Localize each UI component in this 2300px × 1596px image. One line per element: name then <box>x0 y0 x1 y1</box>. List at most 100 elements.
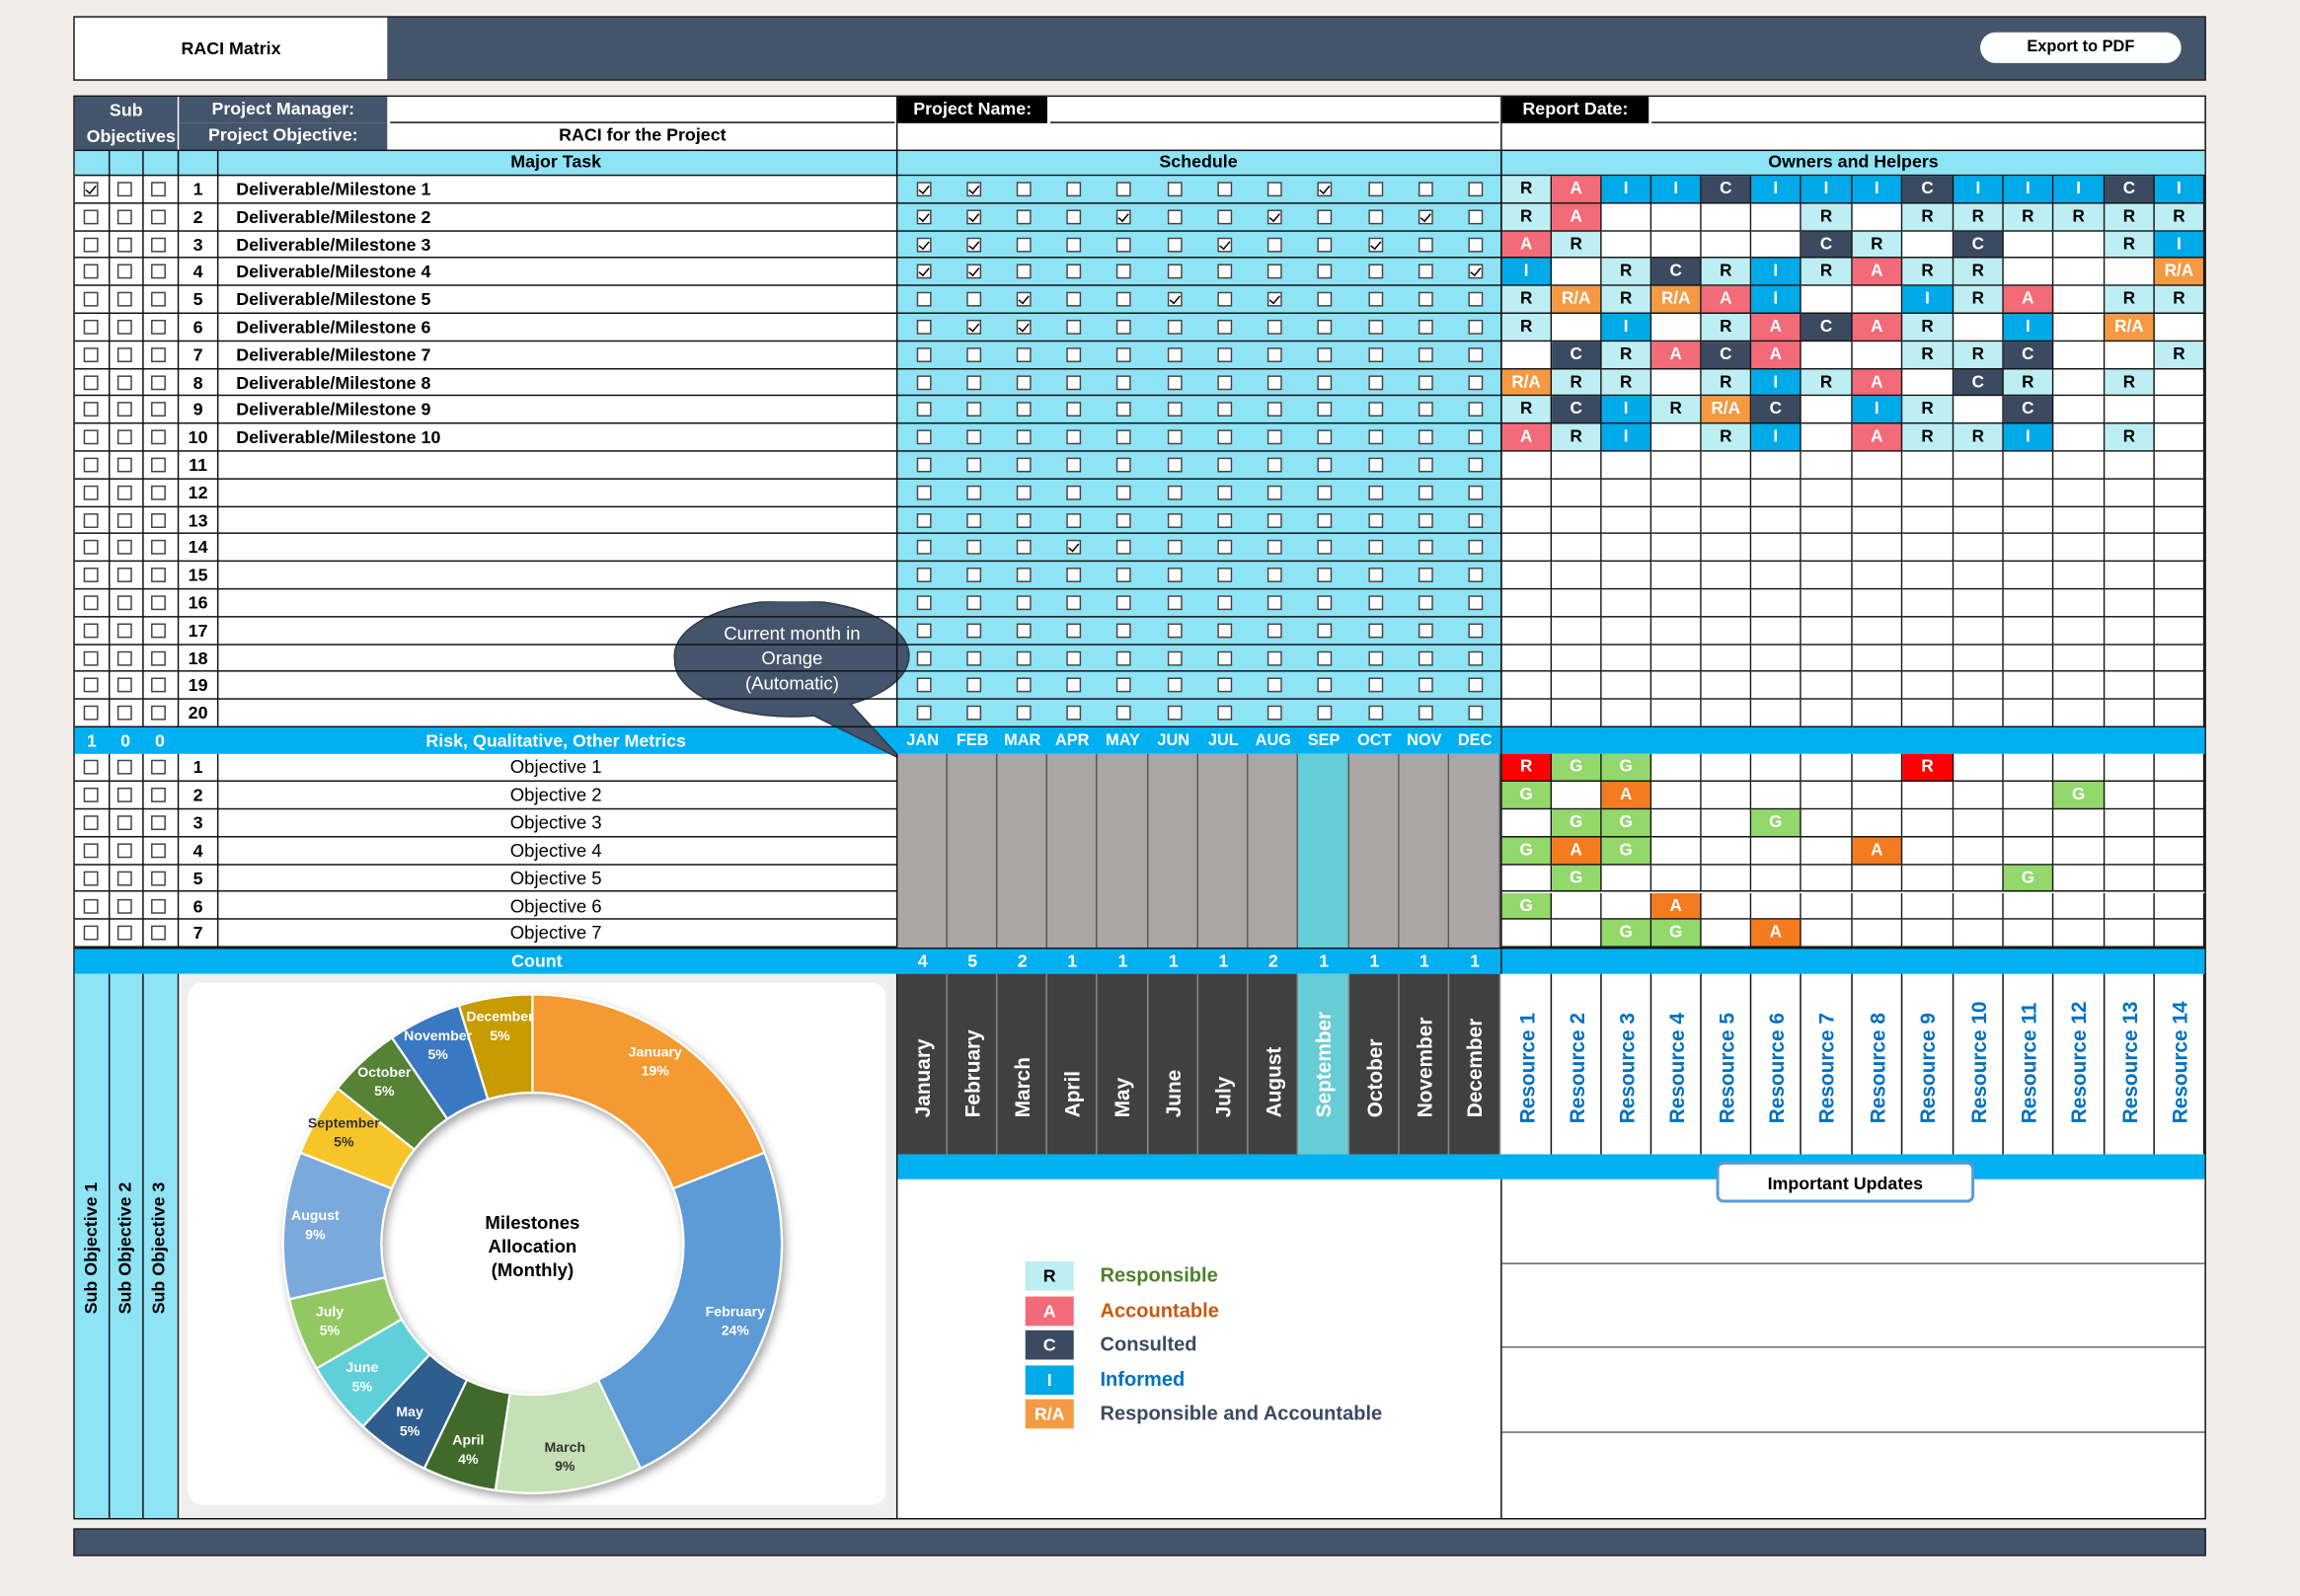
schedule-checkbox[interactable] <box>1217 291 1233 307</box>
raci-cell[interactable] <box>1651 534 1702 563</box>
schedule-checkbox[interactable] <box>1066 346 1082 362</box>
schedule-checkbox[interactable] <box>1468 402 1484 418</box>
raci-cell[interactable] <box>2053 423 2106 452</box>
objective-sub-checkbox[interactable] <box>151 814 166 830</box>
raci-cell[interactable] <box>1552 700 1602 728</box>
sub-objective-checkbox[interactable] <box>151 540 166 556</box>
raci-cell[interactable] <box>1651 451 1702 480</box>
raci-cell[interactable] <box>1852 672 1903 701</box>
schedule-checkbox[interactable] <box>1115 346 1131 362</box>
status-cell[interactable] <box>1801 808 1853 838</box>
schedule-checkbox[interactable] <box>1266 265 1282 279</box>
schedule-checkbox[interactable] <box>1016 678 1032 693</box>
sub-objective-checkbox[interactable] <box>116 265 132 279</box>
sub-objective-checkbox[interactable] <box>151 182 166 197</box>
raci-cell[interactable]: C <box>1954 368 2004 397</box>
project-manager-value[interactable] <box>390 96 895 123</box>
raci-cell[interactable]: R <box>1552 423 1602 452</box>
raci-cell[interactable] <box>1954 451 2004 480</box>
raci-cell[interactable] <box>1852 700 1903 728</box>
status-cell[interactable] <box>2003 808 2054 838</box>
schedule-checkbox[interactable] <box>1368 512 1384 528</box>
schedule-checkbox[interactable] <box>1066 319 1082 335</box>
sub-objective-checkbox[interactable] <box>83 457 99 473</box>
schedule-checkbox[interactable] <box>1468 595 1484 611</box>
task-name[interactable]: Deliverable/Milestone 4 <box>236 262 431 282</box>
status-cell[interactable] <box>2154 781 2205 809</box>
status-cell[interactable] <box>1701 808 1752 838</box>
status-cell[interactable]: G <box>1601 837 1652 866</box>
schedule-checkbox[interactable] <box>1066 291 1082 307</box>
raci-cell[interactable] <box>1954 589 2004 618</box>
schedule-checkbox[interactable] <box>1217 319 1233 335</box>
raci-cell[interactable]: C <box>1651 259 1702 287</box>
status-cell[interactable] <box>1651 808 1702 838</box>
sub-objective-checkbox[interactable] <box>116 540 132 556</box>
project-objective-value[interactable]: RACI for the Project <box>559 124 727 146</box>
schedule-checkbox[interactable] <box>1468 237 1484 252</box>
raci-cell[interactable] <box>2105 479 2155 507</box>
raci-cell[interactable] <box>1501 506 1553 535</box>
raci-cell[interactable] <box>1902 589 1955 618</box>
schedule-checkbox[interactable] <box>1368 209 1384 225</box>
schedule-checkbox[interactable] <box>1317 346 1333 362</box>
schedule-checkbox[interactable] <box>1418 568 1433 583</box>
raci-cell[interactable]: R <box>1701 423 1752 452</box>
schedule-checkbox[interactable] <box>1217 429 1233 445</box>
raci-cell[interactable]: A <box>1852 259 1903 287</box>
raci-cell[interactable] <box>1852 534 1903 563</box>
schedule-checkbox[interactable] <box>1167 678 1183 693</box>
raci-cell[interactable]: R <box>2105 423 2155 452</box>
raci-cell[interactable] <box>2105 506 2155 535</box>
objective-sub-checkbox[interactable] <box>83 871 99 885</box>
status-cell[interactable] <box>1801 865 1853 893</box>
raci-cell[interactable] <box>1552 589 1602 618</box>
schedule-checkbox[interactable] <box>1016 457 1032 473</box>
raci-cell[interactable]: R <box>2105 286 2155 314</box>
status-cell[interactable] <box>2105 837 2155 866</box>
sub-objective-checkbox[interactable] <box>83 429 99 445</box>
raci-cell[interactable] <box>1801 396 1853 424</box>
sub-objective-checkbox[interactable] <box>151 650 166 666</box>
raci-cell[interactable] <box>2053 645 2106 673</box>
schedule-checkbox[interactable] <box>1167 182 1183 197</box>
schedule-checkbox[interactable] <box>1217 374 1233 390</box>
schedule-checkbox[interactable] <box>916 623 932 639</box>
sub-objective-checkbox[interactable] <box>83 374 99 390</box>
raci-cell[interactable] <box>1852 341 1903 369</box>
schedule-checkbox[interactable] <box>1217 678 1233 693</box>
schedule-checkbox[interactable] <box>1066 678 1082 693</box>
task-name[interactable]: Deliverable/Milestone 5 <box>236 289 431 310</box>
schedule-checkbox[interactable] <box>1115 402 1131 418</box>
schedule-checkbox[interactable] <box>1317 457 1333 473</box>
status-cell[interactable]: G <box>2053 781 2106 809</box>
objective-sub-checkbox[interactable] <box>116 926 132 942</box>
raci-cell[interactable] <box>1701 589 1752 618</box>
schedule-checkbox[interactable] <box>1266 457 1282 473</box>
raci-cell[interactable] <box>1601 534 1652 563</box>
raci-cell[interactable] <box>1651 562 1702 590</box>
status-cell[interactable] <box>1801 753 1853 782</box>
schedule-checkbox[interactable] <box>916 319 932 335</box>
raci-cell[interactable] <box>1651 589 1702 618</box>
schedule-checkbox[interactable] <box>1418 512 1433 528</box>
schedule-checkbox[interactable] <box>1167 319 1183 335</box>
schedule-checkbox[interactable] <box>1418 319 1433 335</box>
status-cell[interactable] <box>2003 781 2054 809</box>
sub-objective-checkbox[interactable] <box>116 678 132 693</box>
status-cell[interactable] <box>1902 837 1955 866</box>
raci-cell[interactable] <box>1954 396 2004 424</box>
schedule-checkbox[interactable] <box>1266 595 1282 611</box>
raci-cell[interactable] <box>1751 645 1802 673</box>
schedule-checkbox[interactable] <box>916 182 932 197</box>
schedule-checkbox[interactable] <box>1217 402 1233 418</box>
objective-sub-checkbox[interactable] <box>151 842 166 858</box>
schedule-checkbox[interactable] <box>1266 485 1282 500</box>
schedule-checkbox[interactable] <box>1418 182 1433 197</box>
raci-cell[interactable]: C <box>1801 313 1853 342</box>
schedule-checkbox[interactable] <box>1167 623 1183 639</box>
sub-objective-checkbox[interactable] <box>83 265 99 279</box>
raci-cell[interactable] <box>2154 506 2205 535</box>
raci-cell[interactable]: A <box>1852 313 1903 342</box>
schedule-checkbox[interactable] <box>916 540 932 556</box>
